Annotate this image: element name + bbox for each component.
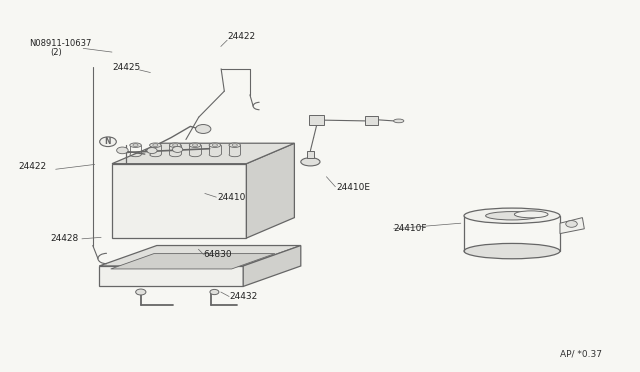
Text: 24410: 24410	[218, 193, 246, 202]
Text: AP/ *0.37: AP/ *0.37	[560, 350, 602, 359]
Polygon shape	[111, 254, 275, 269]
Circle shape	[196, 125, 211, 134]
Text: 24410F: 24410F	[394, 224, 427, 233]
Text: (2): (2)	[50, 48, 61, 57]
Text: 24428: 24428	[50, 234, 78, 243]
Circle shape	[153, 144, 158, 147]
Text: N: N	[105, 137, 111, 146]
Text: N08911-10637: N08911-10637	[29, 39, 91, 48]
Polygon shape	[309, 115, 324, 125]
Ellipse shape	[209, 143, 221, 147]
Ellipse shape	[130, 143, 141, 147]
Polygon shape	[112, 143, 294, 164]
Circle shape	[193, 144, 198, 147]
Ellipse shape	[150, 143, 161, 147]
Circle shape	[566, 221, 577, 227]
Ellipse shape	[301, 158, 320, 166]
Ellipse shape	[464, 208, 560, 224]
Circle shape	[133, 144, 138, 147]
Circle shape	[212, 144, 218, 147]
Text: 24422: 24422	[18, 162, 46, 171]
Polygon shape	[307, 151, 314, 158]
Circle shape	[147, 148, 157, 154]
Ellipse shape	[394, 119, 404, 123]
Polygon shape	[243, 246, 301, 286]
Ellipse shape	[170, 143, 181, 147]
Polygon shape	[112, 164, 246, 238]
Polygon shape	[99, 246, 301, 266]
Text: 24410E: 24410E	[336, 183, 370, 192]
Circle shape	[210, 289, 219, 295]
Circle shape	[172, 147, 183, 153]
Circle shape	[136, 289, 146, 295]
Ellipse shape	[229, 143, 241, 147]
Ellipse shape	[189, 143, 201, 147]
Text: 64830: 64830	[204, 250, 232, 259]
Polygon shape	[560, 218, 584, 234]
Ellipse shape	[486, 212, 538, 220]
Circle shape	[232, 144, 237, 147]
Polygon shape	[99, 266, 243, 286]
Circle shape	[116, 147, 128, 154]
Polygon shape	[365, 116, 378, 125]
Text: 24432: 24432	[229, 292, 257, 301]
Circle shape	[100, 137, 116, 147]
Ellipse shape	[464, 243, 560, 259]
Text: 24425: 24425	[112, 63, 140, 72]
Circle shape	[173, 144, 178, 147]
Ellipse shape	[515, 211, 548, 218]
Text: 24422: 24422	[227, 32, 255, 41]
Polygon shape	[246, 143, 294, 238]
